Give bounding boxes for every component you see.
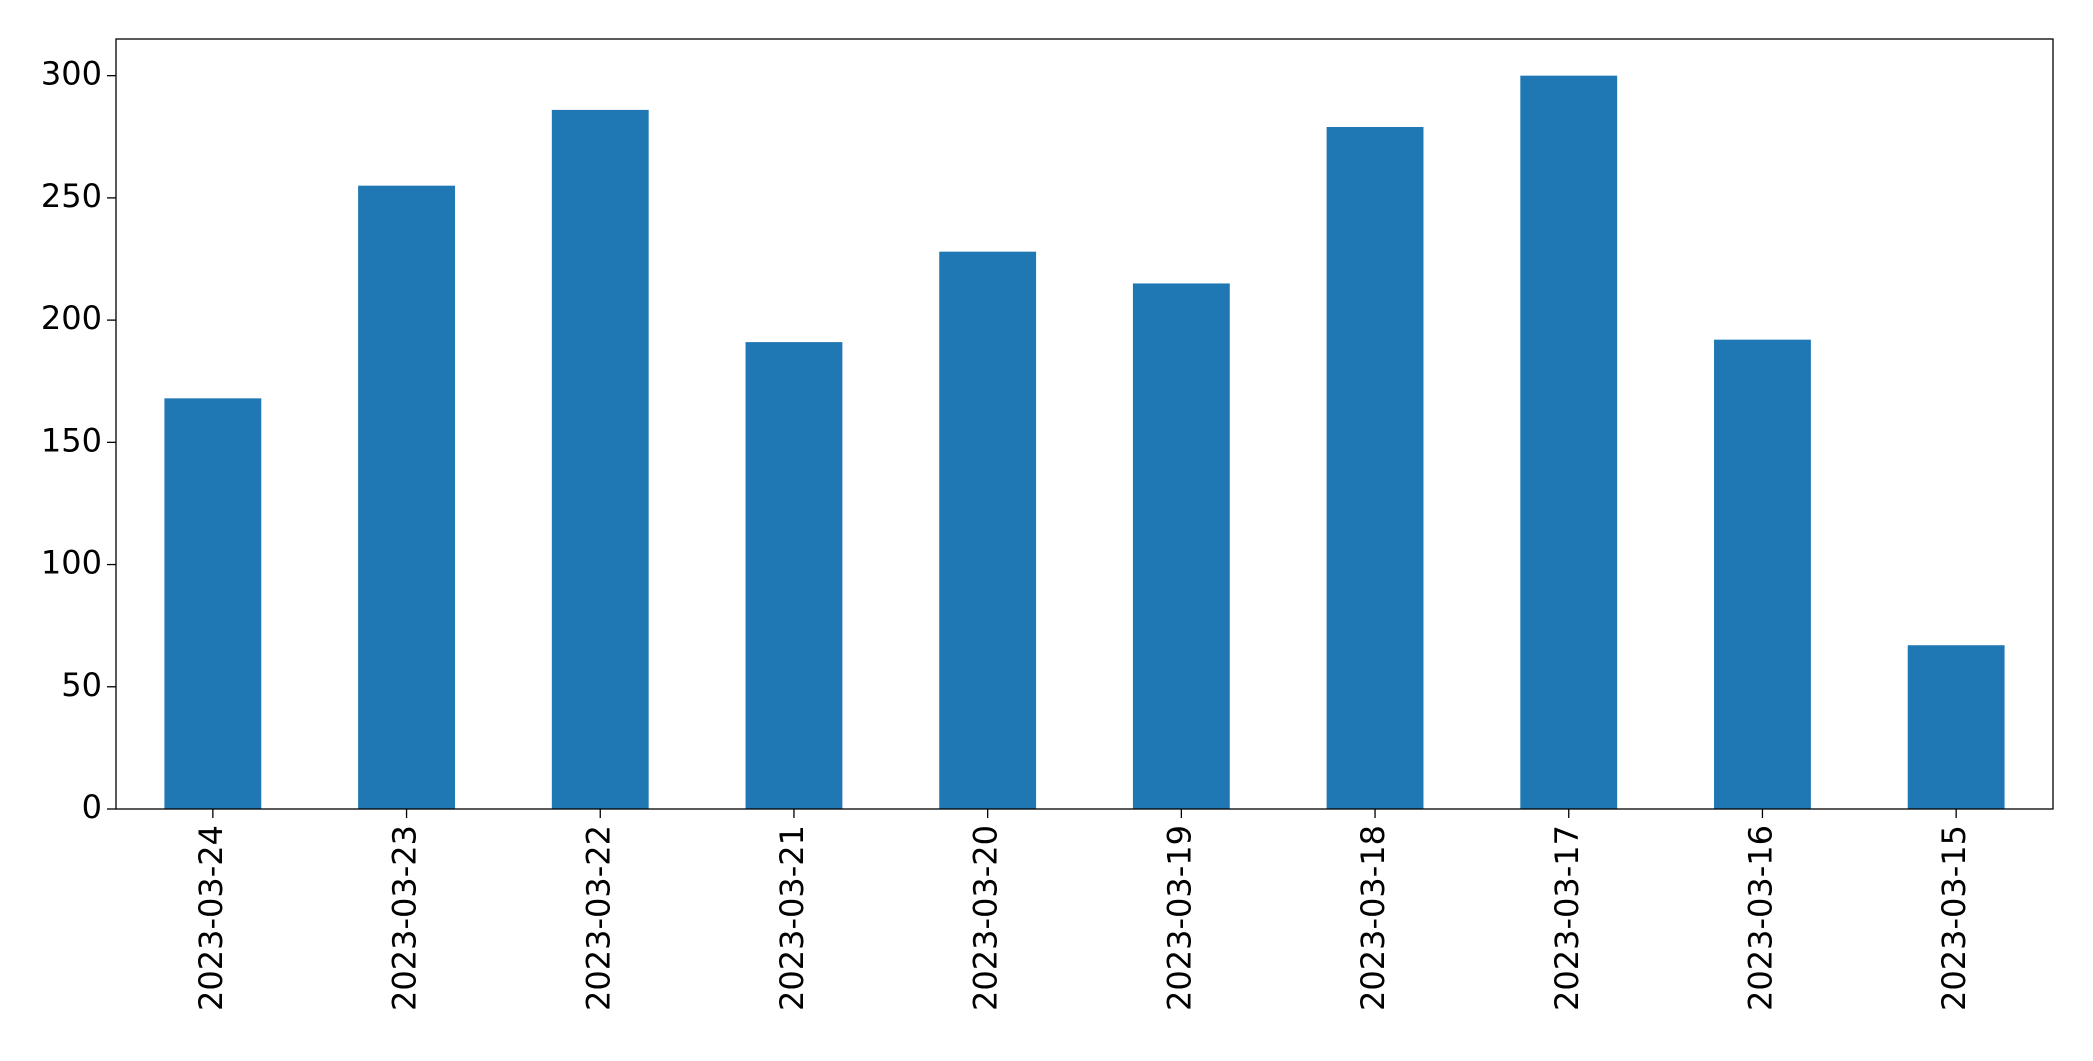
bar xyxy=(1520,75,1618,809)
y-tick-label: 200 xyxy=(41,299,102,337)
x-tick-label: 2023-03-23 xyxy=(386,825,424,1011)
x-tick-label: 2023-03-22 xyxy=(579,825,617,1011)
x-tick-label: 2023-03-16 xyxy=(1741,825,1779,1011)
x-tick-label: 2023-03-17 xyxy=(1548,825,1586,1011)
bar xyxy=(939,251,1037,809)
bar xyxy=(745,342,843,809)
y-tick-label: 0 xyxy=(82,788,102,826)
x-tick-label: 2023-03-20 xyxy=(967,825,1005,1011)
x-tick-label: 2023-03-19 xyxy=(1160,825,1198,1011)
y-tick-label: 100 xyxy=(41,544,102,582)
x-tick-label: 2023-03-21 xyxy=(773,825,811,1011)
bar xyxy=(551,109,649,809)
axes-frame xyxy=(115,38,2054,810)
x-tick-label: 2023-03-15 xyxy=(1935,825,1973,1011)
bar xyxy=(164,398,262,809)
x-tick-label: 2023-03-24 xyxy=(192,825,230,1011)
bar xyxy=(1132,283,1230,809)
y-tick-label: 150 xyxy=(41,421,102,459)
bar xyxy=(358,185,455,809)
x-tick-label: 2023-03-18 xyxy=(1354,825,1392,1011)
bar xyxy=(1907,645,2005,809)
bar xyxy=(1714,339,1811,809)
y-tick-label: 300 xyxy=(41,55,102,93)
bar xyxy=(1326,127,1424,809)
y-tick-label: 250 xyxy=(41,177,102,215)
y-tick-label: 50 xyxy=(61,666,102,704)
